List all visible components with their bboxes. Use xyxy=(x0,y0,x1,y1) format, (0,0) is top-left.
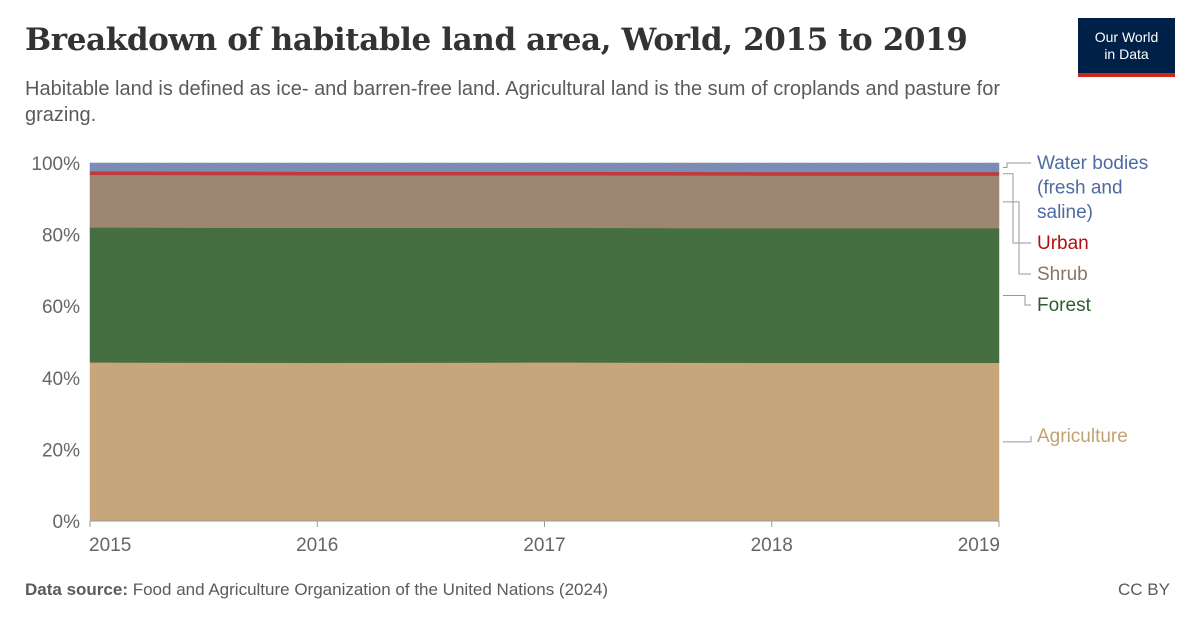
area-forest[interactable] xyxy=(89,227,1000,364)
legend-label-line: Agriculture xyxy=(1037,426,1128,447)
legend: Agriculture Forest Shrub Urban Water bodies (… xyxy=(1003,153,1148,447)
legend-label-line: Urban xyxy=(1037,233,1089,254)
legend-connector xyxy=(1003,201,1031,275)
owid-logo[interactable]: Our World in Data xyxy=(1078,18,1175,77)
legend-connector xyxy=(1003,162,1031,168)
y-tick-label: 40% xyxy=(42,369,80,390)
chart-subtitle: Habitable land is defined as ice- and ba… xyxy=(25,78,1001,126)
legend-connector xyxy=(1003,294,1031,306)
y-tick-label: 60% xyxy=(42,297,80,318)
legend-label-line: Forest xyxy=(1037,295,1092,316)
legend-label-line: Water bodies xyxy=(1037,153,1148,174)
data-source: Data source: Food and Agriculture Organi… xyxy=(25,580,608,600)
legend-label-line: Shrub xyxy=(1037,264,1088,285)
data-source-label: Data source: xyxy=(25,580,128,599)
y-tick-label: 20% xyxy=(42,440,80,461)
x-tick-label: 2018 xyxy=(751,535,793,556)
logo-line-1: Our World xyxy=(1094,29,1159,45)
legend-label-agriculture[interactable]: Agriculture xyxy=(1037,426,1128,447)
x-tick-label: 2015 xyxy=(89,535,131,556)
legend-label-line: saline) xyxy=(1037,202,1093,223)
legend-connector xyxy=(1003,436,1032,443)
legend-label-urban[interactable]: Urban xyxy=(1037,233,1089,254)
legend-label-water[interactable]: Water bodies (fresh and saline) xyxy=(1037,153,1148,223)
area-agriculture[interactable] xyxy=(89,362,1000,522)
area-series xyxy=(89,162,1000,522)
x-axis: 2015 2016 2017 2018 2019 xyxy=(89,520,1000,556)
y-tick-label: 80% xyxy=(42,226,80,247)
x-tick-label: 2019 xyxy=(958,535,1000,556)
license-link[interactable]: CC BY xyxy=(1118,580,1170,599)
chart-title: Breakdown of habitable land area, World,… xyxy=(25,22,968,58)
y-tick-label: 0% xyxy=(53,512,81,533)
y-axis-ticks: 0% 20% 40% 60% 80% 100% xyxy=(31,154,80,533)
area-water[interactable] xyxy=(89,162,1000,173)
x-tick-label: 2017 xyxy=(523,535,565,556)
x-tick-label: 2016 xyxy=(296,535,338,556)
legend-label-line: (fresh and xyxy=(1037,178,1123,199)
legend-label-forest[interactable]: Forest xyxy=(1037,295,1092,316)
data-source-text: Food and Agriculture Organization of the… xyxy=(132,580,609,599)
area-shrub[interactable] xyxy=(89,174,1000,229)
legend-connector xyxy=(1003,173,1031,244)
logo-line-2: in Data xyxy=(1104,46,1149,62)
legend-label-shrub[interactable]: Shrub xyxy=(1037,264,1088,285)
y-tick-label: 100% xyxy=(31,154,80,175)
